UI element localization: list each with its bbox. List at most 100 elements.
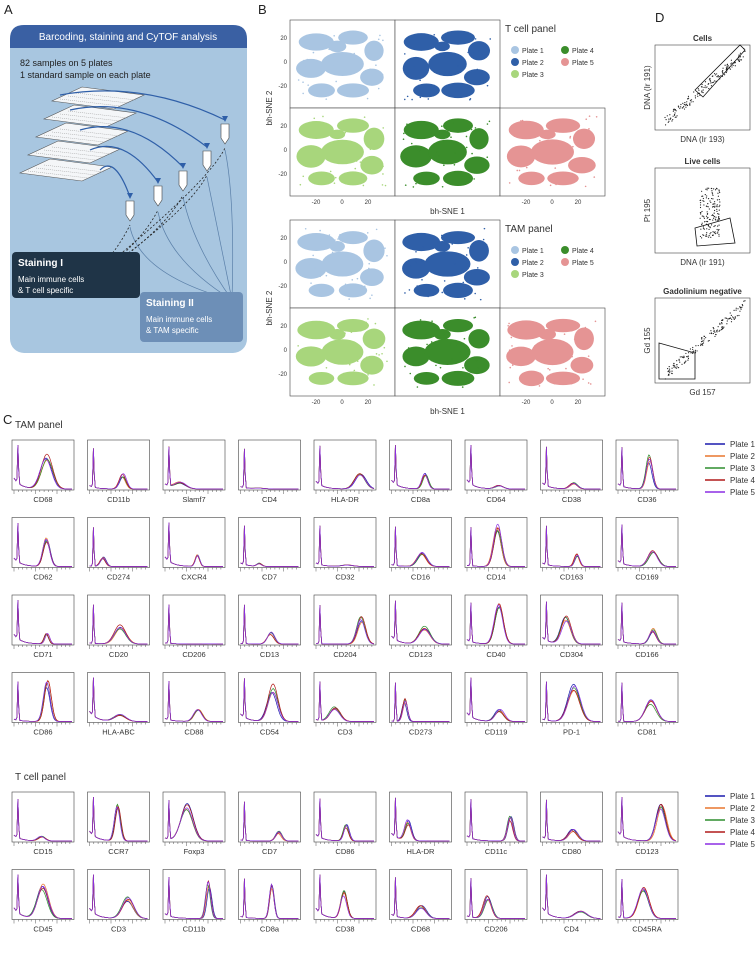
event-dot [678, 358, 680, 360]
legend-label: Plate 3 [522, 72, 544, 79]
event-dot [713, 225, 715, 228]
tsne-dot [338, 327, 341, 329]
tsne-dot [406, 95, 409, 98]
tsne-dot [595, 115, 598, 118]
tsne-dot [325, 98, 328, 100]
tsne-dot [366, 356, 368, 359]
tsne-dot [407, 347, 410, 349]
tsne-cluster [360, 355, 384, 375]
tsne-dot [333, 161, 336, 163]
tsne-dot [357, 382, 360, 385]
event-dot [724, 64, 726, 66]
event-dot [721, 319, 724, 322]
tsne-dot [453, 263, 456, 265]
event-dot [687, 355, 689, 357]
event-dot [673, 113, 676, 116]
legend-label: Plate 1 [730, 792, 755, 801]
event-dot [664, 116, 666, 119]
event-dot [709, 218, 711, 221]
tsne-cluster [308, 371, 335, 385]
tsne-dot [511, 364, 514, 366]
event-dot [670, 117, 672, 119]
y-tick-label: 20 [280, 324, 287, 330]
hist-curve [13, 874, 72, 919]
tsne-dot [416, 386, 419, 388]
event-dot [710, 201, 712, 204]
event-dot [697, 88, 699, 90]
tsne-dot [429, 334, 431, 337]
marker-label: CD8a [411, 495, 431, 504]
event-dot [672, 110, 674, 112]
tsne-dot [350, 331, 353, 333]
group-title: T cell panel [505, 24, 556, 35]
event-dot [671, 370, 673, 372]
hist-curve [391, 445, 450, 490]
tsne-dot [299, 183, 302, 186]
y-tick-label: -20 [278, 84, 287, 90]
tsne-dot [336, 46, 339, 49]
hist-curve [89, 604, 148, 645]
event-dot [721, 71, 723, 73]
event-dot [719, 322, 721, 324]
event-dot [718, 215, 720, 218]
tsne-cluster [364, 40, 384, 61]
event-dot [717, 76, 719, 78]
tsne-dot [451, 273, 454, 275]
tsne-dot [418, 88, 421, 91]
tsne-dot [448, 292, 450, 294]
tsne-dot [544, 360, 547, 362]
tsne-dot [419, 96, 422, 99]
tsne-dot [527, 155, 530, 157]
hist-frame [389, 594, 452, 646]
event-dot [676, 364, 678, 366]
marker-label: CD81 [637, 728, 656, 737]
event-dot [721, 319, 723, 322]
staining-1-box [12, 252, 140, 298]
tsne-dot [318, 176, 321, 178]
event-dot [705, 197, 707, 199]
marker-label: CD13 [260, 650, 279, 659]
event-dot [718, 189, 720, 191]
tsne-dot [367, 374, 369, 376]
tsne-dot [332, 240, 335, 242]
event-dot [708, 228, 710, 231]
tsne-dot [443, 280, 446, 282]
event-dot [710, 82, 712, 84]
event-dot [730, 59, 732, 61]
event-dot [702, 197, 704, 200]
tsne-dot [508, 182, 511, 184]
tsne-dot [591, 134, 594, 137]
tsne-dot [524, 128, 527, 130]
tsne-cluster [434, 241, 451, 252]
tsne-dot [569, 137, 571, 139]
tsne-dot [457, 70, 460, 73]
hist-frame [11, 869, 75, 920]
event-dot [718, 233, 720, 235]
tsne-cluster [298, 121, 334, 139]
tsne-cluster [428, 139, 467, 165]
event-dot [694, 349, 697, 351]
marker-label: CD4 [262, 495, 277, 504]
event-dot [686, 356, 688, 358]
event-dot [689, 102, 691, 104]
legend-label: Plate 2 [730, 804, 755, 813]
event-dot [722, 72, 724, 74]
marker-label: CD38 [335, 925, 354, 934]
x-tick-label: 20 [575, 200, 582, 206]
tsne-cluster [506, 145, 536, 168]
event-dot [715, 216, 717, 218]
gate-x-label: DNA (Ir 191) [680, 258, 725, 267]
tsne-dot [358, 329, 361, 332]
y-tick-label: -20 [278, 172, 287, 178]
tsne-dot [478, 42, 481, 45]
hist-frame [162, 594, 226, 646]
hist-frame [615, 869, 679, 920]
tsne-dot [428, 355, 430, 358]
legend-label: Plate 3 [730, 816, 755, 825]
event-dot [675, 367, 678, 369]
tsne-dot [319, 320, 321, 323]
group-title: TAM panel [505, 224, 553, 235]
event-dot [709, 200, 711, 202]
plate-wells [59, 92, 137, 107]
gate-y-label: Gd 155 [643, 327, 652, 354]
